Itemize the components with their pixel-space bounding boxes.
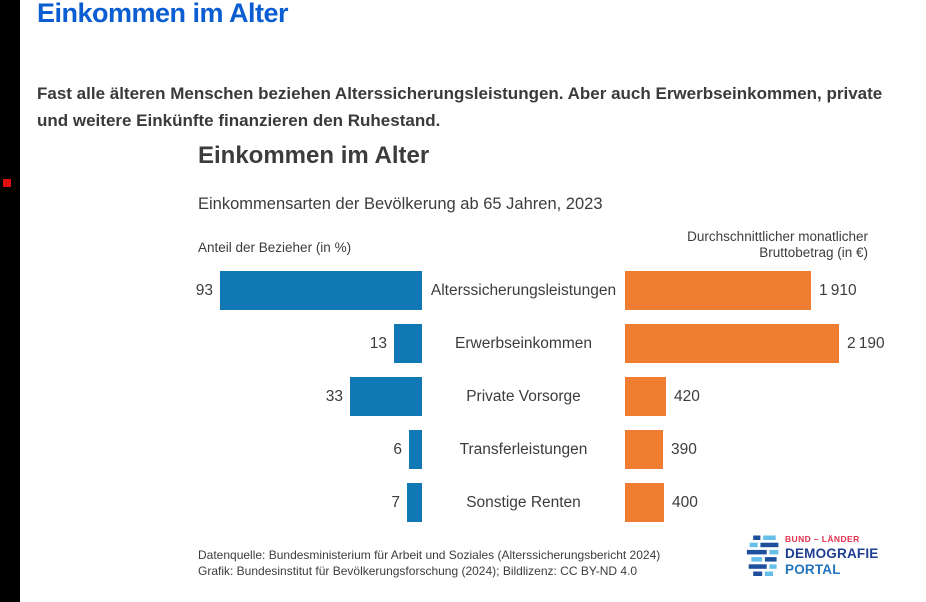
intro-line-2: und weitere Einkünfte finanzieren den Ru… bbox=[37, 111, 441, 130]
category-label: Transferleistungen bbox=[459, 441, 588, 458]
amount-value-label: 420 bbox=[674, 388, 700, 405]
percent-value-label: 13 bbox=[369, 335, 387, 352]
source-line-2: Grafik: Bundesinstitut für Bevölkerungsf… bbox=[198, 564, 638, 578]
category-label: Private Vorsorge bbox=[466, 388, 581, 405]
window-edge-strip bbox=[0, 0, 20, 602]
page-title: Einkommen im Alter bbox=[37, 0, 289, 28]
category-label: Alterssicherungsleistungen bbox=[430, 282, 617, 299]
right-axis-label-line-1: Durchschnittlicher monatlicher bbox=[687, 229, 868, 244]
right-axis-label: Durchschnittlicher monatlicher Bruttobetr… bbox=[687, 229, 868, 261]
logo-portal: PORTAL bbox=[785, 562, 841, 577]
chart-row: 33 Private Vorsorge 420 bbox=[198, 377, 926, 416]
percent-value-label: 93 bbox=[195, 282, 213, 299]
percent-bar bbox=[407, 483, 422, 522]
logo-demografie: DEMOGRAFIE bbox=[785, 546, 879, 561]
amount-value-label: 1 910 bbox=[819, 282, 857, 299]
left-axis-label: Anteil der Bezieher (in %) bbox=[198, 240, 352, 255]
percent-bar bbox=[350, 377, 422, 416]
source-note: Datenquelle: Bundesministerium für Arbei… bbox=[198, 547, 660, 579]
percent-bar bbox=[220, 271, 422, 310]
amount-value-label: 390 bbox=[671, 441, 697, 458]
category-label: Erwerbseinkommen bbox=[455, 335, 592, 352]
amount-value-label: 400 bbox=[672, 494, 698, 511]
logo-bund-laender: BUND – LÄNDER bbox=[785, 534, 860, 544]
chart-rows: 93 Alterssicherungsleistungen 1 910 13 Erwer… bbox=[195, 271, 926, 541]
percent-bar bbox=[409, 430, 422, 469]
intro-line-1: Fast alle älteren Menschen beziehen Alte… bbox=[37, 84, 883, 103]
chart-row: 6 Transferleistungen 390 bbox=[198, 430, 926, 469]
right-axis-label-line-2: Bruttobetrag (in €) bbox=[759, 245, 868, 260]
chart-title: Einkommen im Alter bbox=[198, 142, 430, 169]
percent-value-label: 7 bbox=[391, 494, 400, 511]
amount-value-label: 2 190 bbox=[847, 335, 885, 352]
intro-text: Fast alle älteren Menschen beziehen Alte… bbox=[37, 80, 926, 134]
chart-row: 7 Sonstige Renten 400 bbox=[198, 483, 926, 522]
source-line-1: Datenquelle: Bundesministerium für Arbei… bbox=[198, 548, 661, 562]
demografie-portal-logo-text: BUND – LÄNDER DEMOGRAFIE PORTAL bbox=[785, 534, 879, 577]
demografie-portal-logo-icon bbox=[746, 535, 779, 576]
demografie-portal-logo[interactable]: BUND – LÄNDER DEMOGRAFIE PORTAL bbox=[746, 534, 879, 582]
percent-value-label: 33 bbox=[325, 388, 343, 405]
amount-bar bbox=[625, 430, 663, 469]
amount-bar bbox=[625, 483, 664, 522]
chart-subtitle: Einkommensarten der Bevölkerung ab 65 Ja… bbox=[198, 195, 603, 213]
amount-bar bbox=[625, 377, 666, 416]
category-label: Sonstige Renten bbox=[466, 494, 581, 511]
amount-bar bbox=[625, 324, 839, 363]
chart-row: 13 Erwerbseinkommen 2 190 bbox=[198, 324, 926, 363]
percent-value-label: 6 bbox=[393, 441, 402, 458]
chart-row: 93 Alterssicherungsleistungen 1 910 bbox=[195, 271, 926, 310]
red-marker-dot bbox=[3, 179, 11, 187]
percent-bar bbox=[394, 324, 422, 363]
amount-bar bbox=[625, 271, 811, 310]
